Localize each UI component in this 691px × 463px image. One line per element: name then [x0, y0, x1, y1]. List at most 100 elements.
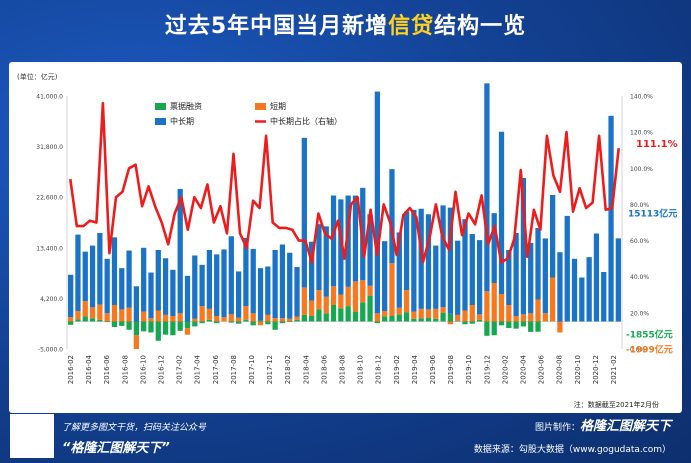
bill-bar — [214, 321, 220, 324]
bill-bar — [294, 319, 300, 322]
long-bar — [148, 272, 154, 319]
short-bar — [199, 306, 205, 322]
y-left-tick-label: 22,600.0 — [36, 195, 63, 202]
bill-bar — [418, 318, 424, 322]
long-bar — [141, 247, 147, 312]
long-bar — [309, 241, 315, 301]
bill-bar — [192, 321, 198, 327]
bill-bar — [184, 321, 191, 329]
long-bar — [301, 137, 307, 288]
long-bar — [491, 213, 497, 283]
bill-bar — [382, 316, 388, 322]
made-by-value: 格隆汇图解天下 — [579, 419, 671, 434]
footer-right: 图片制作：格隆汇图解天下 数据来源：勾股大数据（www.gogudata.com… — [474, 416, 671, 461]
long-bar — [564, 215, 570, 322]
y-right-tick-label: 100.0% — [630, 166, 653, 173]
bill-bar — [433, 318, 439, 322]
bill-bar — [279, 321, 286, 324]
short-bar — [557, 321, 563, 333]
bill-bar — [491, 321, 497, 336]
long-bar — [608, 115, 614, 322]
bill-bar — [374, 321, 380, 324]
short-bar — [119, 309, 125, 322]
long-bar — [345, 195, 351, 287]
long-bar — [484, 83, 490, 292]
bill-bar — [309, 316, 315, 322]
short-bar — [228, 314, 234, 322]
x-tick-label: 2016-02 — [67, 355, 75, 384]
long-bar — [557, 252, 563, 322]
bill-bar — [104, 321, 110, 323]
long-bar — [192, 255, 198, 319]
x-tick-label: 2017-12 — [266, 355, 274, 384]
ratio-line — [69, 101, 620, 264]
long-bar — [593, 233, 600, 322]
bill-bar — [126, 321, 132, 330]
short-bar — [462, 310, 468, 322]
short-bar — [425, 309, 432, 318]
bill-bar — [411, 318, 417, 322]
short-bar — [352, 281, 359, 312]
bill-bar — [119, 321, 125, 326]
short-bar — [542, 313, 548, 322]
ratio-last-label: 111.1% — [636, 139, 678, 150]
bill-bar — [301, 314, 307, 322]
short-bar — [411, 311, 417, 319]
long-bar — [89, 245, 96, 308]
bill-bar — [462, 321, 468, 325]
x-tick-label: 2016-12 — [158, 355, 166, 384]
legend-label: 票据融资 — [170, 101, 202, 111]
short-bar — [272, 318, 278, 322]
long-bar — [155, 250, 161, 311]
bill-bar — [68, 321, 74, 325]
long-bar — [447, 207, 454, 314]
long-bar — [374, 91, 380, 314]
bill-bar — [89, 318, 96, 322]
short-bar — [469, 305, 475, 322]
long-bar — [133, 286, 140, 322]
x-tick-label: 2017-06 — [212, 354, 220, 384]
short-bar — [104, 313, 110, 322]
bill-bar — [345, 306, 351, 322]
chart-panel: (单位：亿元) -5,000.0 4,200.0 13,400.0 22,600.0 31… — [9, 62, 682, 413]
long-bar — [82, 251, 88, 302]
long-bar — [126, 250, 132, 308]
short-bar — [506, 305, 512, 322]
bill-bar — [535, 321, 541, 332]
slogan-text: “格隆汇图解天下” — [62, 441, 170, 456]
long-bar — [330, 195, 337, 287]
legend-swatch — [155, 118, 166, 125]
x-tick-label: 2020-08 — [556, 355, 564, 384]
short-bar — [126, 307, 132, 322]
long-bar — [542, 238, 548, 314]
short-bar — [513, 316, 519, 322]
short-bar — [345, 286, 351, 307]
x-tick-label: 2020-10 — [574, 355, 582, 384]
title-suffix: 结构一览 — [434, 14, 527, 39]
short-bar — [243, 306, 249, 320]
x-tick-label: 2016-06 — [103, 354, 111, 384]
short-bar — [491, 283, 497, 322]
long-bar — [177, 188, 183, 314]
long-bar — [206, 250, 213, 309]
y-right-tick-label: 60.0% — [630, 238, 649, 245]
credit-structure-chart: (单位：亿元) -5,000.0 4,200.0 13,400.0 22,600.0 31… — [17, 72, 678, 409]
source-text: 数据来源：勾股大数据（www.gogudata.com） — [473, 445, 671, 455]
bill-bar — [455, 320, 461, 322]
short-bar — [330, 286, 337, 305]
x-tick-label: 2018-10 — [357, 355, 365, 384]
x-tick-label: 2017-02 — [176, 355, 184, 384]
long-bar — [579, 277, 585, 322]
short-bar — [287, 318, 293, 322]
short-bar — [403, 290, 410, 313]
long-bar — [367, 214, 373, 286]
x-tick-label: 2019-12 — [483, 355, 491, 384]
bill-bar — [498, 321, 505, 326]
short-bar — [301, 287, 307, 315]
long-bar — [520, 177, 527, 315]
short-bar — [549, 277, 556, 322]
short-bar — [89, 307, 96, 319]
short-bar — [133, 335, 140, 349]
bill-bar — [97, 319, 103, 322]
short-bar — [316, 290, 322, 310]
